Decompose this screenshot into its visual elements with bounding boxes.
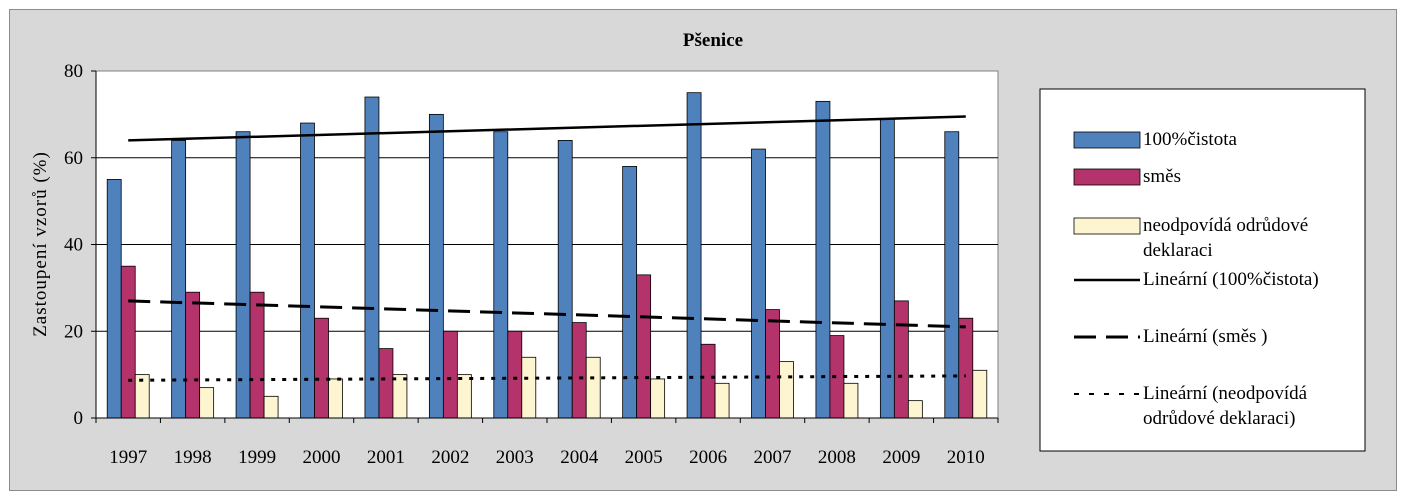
x-tick-label: 2004 [560, 447, 599, 468]
y-tick-label: 0 [74, 408, 84, 429]
x-tick-label: 2001 [367, 447, 405, 468]
bar-2009-series-0 [879, 118, 895, 419]
bar-1997-series-1 [120, 265, 136, 419]
bar-1998-series-0 [171, 139, 187, 419]
bar-1999-series-0 [235, 131, 251, 419]
legend-label: Lineární (100%čistota) [1143, 269, 1319, 290]
chart-frame: Pšenice 0 20 40 60 80 1997 1998 1999 2000 2001 20… [9, 9, 1397, 491]
y-tick-label: 40 [64, 235, 83, 256]
trendline-solid [128, 115, 966, 142]
bar-1999-series-1 [249, 291, 265, 419]
bar-2009-series-2 [907, 400, 923, 419]
legend-swatch-series-2 [1073, 217, 1141, 235]
chart-title: Pšenice [683, 30, 743, 51]
chart-svg: Pšenice 0 20 40 60 80 1997 1998 1999 2000 2001 20… [30, 30, 1366, 468]
x-tick-label: 2009 [882, 447, 920, 468]
axes [91, 70, 999, 423]
legend-label: neodpovídá odrůdové [1143, 215, 1308, 236]
bar-2008-series-0 [815, 100, 831, 419]
bar-2000-series-1 [314, 317, 329, 419]
legend-label: směs [1143, 166, 1181, 187]
bar-1999-series-2 [263, 395, 279, 419]
x-tick-label: 2005 [625, 447, 663, 468]
y-tick-label: 60 [64, 148, 83, 169]
x-tick-label: 1997 [109, 447, 147, 468]
bar-2007-series-2 [779, 361, 794, 419]
bar-1998-series-1 [185, 291, 201, 419]
trendlines [128, 115, 966, 382]
x-tick-label: 1998 [174, 447, 212, 468]
y-tick-labels: 0 20 40 60 80 [64, 61, 83, 429]
bar-2000-series-2 [328, 378, 343, 419]
bars [106, 92, 988, 419]
bar-2008-series-1 [829, 335, 845, 419]
bar-2000-series-0 [300, 122, 315, 419]
legend-label: Lineární (směs ) [1143, 326, 1268, 347]
bar-2003-series-2 [521, 356, 537, 419]
legend-swatch-series-0 [1073, 131, 1141, 149]
legend-label: deklaraci [1143, 240, 1213, 261]
bar-2003-series-1 [507, 330, 523, 419]
x-tick-label: 1999 [238, 447, 276, 468]
bar-2005-series-1 [636, 274, 652, 419]
legend-box [1039, 88, 1366, 452]
trendline-dotted [128, 374, 966, 382]
bar-2002-series-2 [456, 374, 472, 419]
bar-2005-series-0 [622, 166, 638, 419]
legend-label: odrůdové deklaraci) [1143, 408, 1295, 429]
bar-2006-series-0 [686, 92, 702, 419]
bar-2003-series-0 [493, 131, 509, 419]
bar-2005-series-2 [650, 378, 666, 419]
legend-swatch-series-1 [1073, 168, 1141, 186]
bar-2001-series-1 [378, 348, 394, 419]
x-tick-label: 2010 [947, 447, 985, 468]
bar-2010-series-2 [972, 369, 988, 419]
x-tick-label: 2006 [689, 447, 727, 468]
x-tick-label: 2003 [496, 447, 534, 468]
bar-2004-series-0 [557, 139, 573, 419]
y-axis-title: Zastoupení vzorů (%) [30, 151, 51, 337]
bar-2002-series-0 [428, 113, 444, 419]
bar-2001-series-0 [364, 96, 380, 419]
bar-2009-series-1 [893, 300, 909, 419]
x-tick-label: 2000 [303, 447, 341, 468]
bar-2006-series-2 [714, 382, 730, 419]
bar-1998-series-2 [199, 387, 215, 419]
bar-2004-series-2 [585, 356, 601, 419]
bar-2008-series-2 [843, 382, 859, 419]
x-tick-label: 2007 [754, 447, 792, 468]
bar-1997-series-0 [106, 179, 122, 419]
legend-label: Lineární (neodpovídá [1143, 383, 1308, 404]
bar-2002-series-1 [442, 330, 458, 419]
bar-2006-series-1 [700, 343, 716, 419]
legend-label: 100%čistota [1143, 129, 1237, 150]
legend: 100%čistota směs neodpovídá odrůdové deklar… [1039, 88, 1366, 452]
x-tick-label: 2002 [431, 447, 469, 468]
x-tick-labels: 1997 1998 1999 2000 2001 2002 2003 2004 2005 2006… [109, 447, 985, 468]
bar-2004-series-1 [571, 322, 587, 419]
bar-2010-series-1 [958, 317, 974, 419]
x-tick-label: 2008 [818, 447, 856, 468]
bar-2001-series-2 [392, 374, 408, 419]
trendline-dashed [128, 299, 966, 329]
y-tick-label: 80 [64, 61, 83, 82]
y-tick-label: 20 [64, 321, 83, 342]
bar-2007-series-1 [765, 309, 780, 419]
